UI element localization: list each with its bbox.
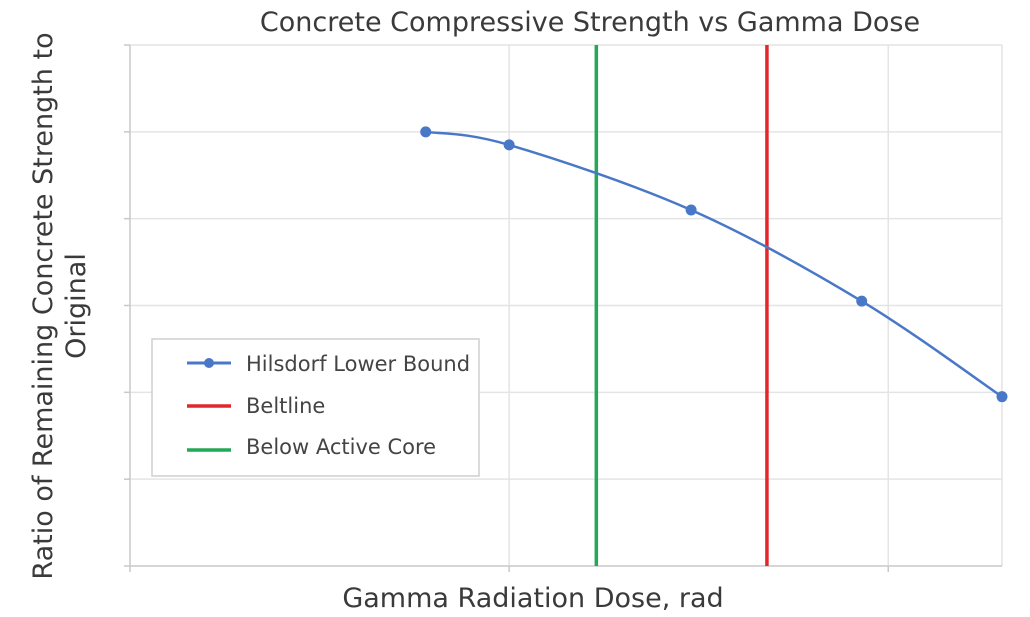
- legend-label-below-active-core: Below Active Core: [246, 435, 436, 459]
- chart-title: Concrete Compressive Strength vs Gamma D…: [260, 7, 920, 38]
- hilsdorf-data-point: [856, 295, 868, 307]
- hilsdorf-data-point: [685, 204, 697, 216]
- y-axis-label-line-1: Ratio of Remaining Concrete Strength to: [28, 32, 59, 579]
- legend-marker-hilsdorf: [204, 358, 214, 368]
- legend-label-hilsdorf: Hilsdorf Lower Bound: [246, 352, 470, 376]
- axes: [124, 44, 1002, 572]
- reference-lines: [594, 45, 769, 566]
- hilsdorf-data-point: [503, 139, 515, 151]
- y-axis-label: Ratio of Remaining Concrete Strength to …: [28, 32, 92, 579]
- legend: Hilsdorf Lower Bound Beltline Below Acti…: [151, 338, 480, 477]
- hilsdorf-data-point: [420, 126, 432, 138]
- series-layer: [420, 126, 1008, 403]
- hilsdorf-lower-bound-line: [425, 130, 1003, 398]
- x-axis-label: Gamma Radiation Dose, rad: [342, 583, 723, 614]
- hilsdorf-data-point: [996, 391, 1008, 403]
- y-axis-label-line-2: Original: [61, 253, 92, 359]
- legend-label-beltline: Beltline: [246, 394, 325, 418]
- grid: [130, 44, 1003, 566]
